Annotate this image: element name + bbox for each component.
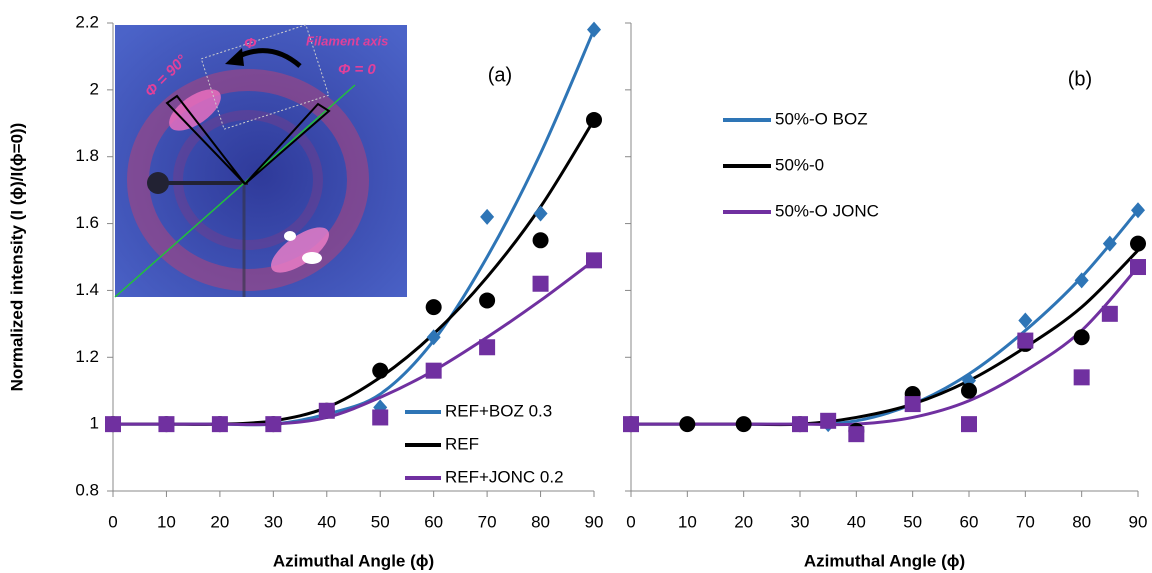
- diamond-marker: [1018, 312, 1033, 329]
- circle-marker: [586, 111, 602, 128]
- square-marker: [211, 416, 228, 433]
- diamond-marker: [1102, 235, 1117, 252]
- x-tick-label: 30: [791, 512, 810, 531]
- x-axis-label: Azimuthal Angle (ϕ): [273, 551, 434, 570]
- y-tick-label: 0.8: [75, 480, 99, 499]
- circle-marker: [1130, 235, 1146, 252]
- square-marker: [961, 416, 977, 433]
- y-tick-label: 2.2: [75, 12, 99, 31]
- x-axis-label: Azimuthal Angle (ϕ): [804, 551, 965, 570]
- x-tick-label: 40: [847, 512, 866, 531]
- x-tick-label: 80: [531, 512, 550, 531]
- fit-line: [630, 209, 1140, 426]
- diamond-marker: [1074, 272, 1089, 289]
- x-tick-label: 30: [264, 512, 283, 531]
- x-tick-label: 20: [210, 512, 229, 531]
- panel-label: (b): [1068, 68, 1092, 90]
- square-marker: [1073, 369, 1090, 386]
- fit-line: [112, 259, 595, 427]
- square-marker: [318, 402, 335, 419]
- legend-label: 50%-0: [775, 155, 824, 174]
- diamond-marker: [1131, 202, 1145, 219]
- x-tick-label: 80: [1072, 512, 1091, 531]
- square-marker: [586, 252, 602, 269]
- circle-marker: [372, 362, 389, 379]
- square-marker: [105, 416, 121, 433]
- y-axis-label: Normalized intensity (I (ϕ)/I(ϕ=0)): [7, 123, 26, 392]
- x-tick-label: 40: [317, 512, 336, 531]
- x-tick-label: 10: [678, 512, 697, 531]
- panel-label: (a): [488, 64, 512, 86]
- x-tick-label: 60: [960, 512, 979, 531]
- square-marker: [158, 416, 175, 433]
- x-tick-label: 50: [371, 512, 390, 531]
- square-marker: [623, 416, 639, 433]
- inset-annotation: Φ = 0: [338, 61, 376, 78]
- square-marker: [532, 275, 549, 292]
- y-tick-label: 1.6: [75, 213, 99, 232]
- square-marker: [848, 426, 865, 443]
- circle-marker: [961, 382, 977, 399]
- y-tick-label: 1.2: [75, 347, 99, 366]
- fit-line: [630, 249, 1140, 427]
- square-marker: [372, 409, 389, 426]
- fit-line: [630, 266, 1140, 427]
- diamond-marker: [480, 208, 495, 225]
- square-marker: [820, 412, 837, 429]
- inset-annotation: Φ: [244, 35, 257, 52]
- diamond-marker: [533, 205, 548, 222]
- inset-annotation: Filament axis: [306, 33, 388, 48]
- square-marker: [1101, 305, 1118, 322]
- circle-marker: [735, 416, 752, 433]
- x-tick-label: 10: [157, 512, 176, 531]
- x-tick-label: 90: [585, 512, 604, 531]
- square-marker: [265, 416, 282, 433]
- square-marker: [479, 339, 496, 356]
- square-marker: [1017, 332, 1034, 349]
- legend-label: REF+BOZ 0.3: [445, 401, 552, 420]
- circle-marker: [532, 232, 549, 249]
- square-marker: [425, 362, 442, 379]
- square-marker: [904, 396, 921, 413]
- circle-marker: [479, 292, 496, 309]
- y-tick-label: 1.8: [75, 146, 99, 165]
- x-tick-label: 0: [108, 512, 117, 531]
- circle-marker: [1073, 329, 1090, 346]
- square-marker: [792, 416, 808, 433]
- x-tick-label: 90: [1129, 512, 1148, 531]
- legend-label: REF: [445, 434, 479, 453]
- diamond-marker: [587, 21, 601, 38]
- x-tick-label: 0: [626, 512, 635, 531]
- legend-label: 50%-O JONC: [775, 201, 879, 220]
- diamond-marker: [426, 329, 441, 346]
- y-tick-label: 2: [90, 79, 99, 98]
- legend-label: 50%-O BOZ: [775, 109, 868, 128]
- x-tick-label: 70: [1016, 512, 1035, 531]
- x-tick-label: 20: [734, 512, 753, 531]
- y-tick-label: 1.4: [75, 280, 99, 299]
- circle-marker: [679, 416, 696, 433]
- square-marker: [1130, 259, 1146, 276]
- x-tick-label: 60: [424, 512, 443, 531]
- x-tick-label: 50: [903, 512, 922, 531]
- x-tick-label: 70: [478, 512, 497, 531]
- circle-marker: [425, 299, 442, 316]
- legend-label: REF+JONC 0.2: [445, 467, 564, 486]
- y-tick-label: 1: [90, 414, 99, 433]
